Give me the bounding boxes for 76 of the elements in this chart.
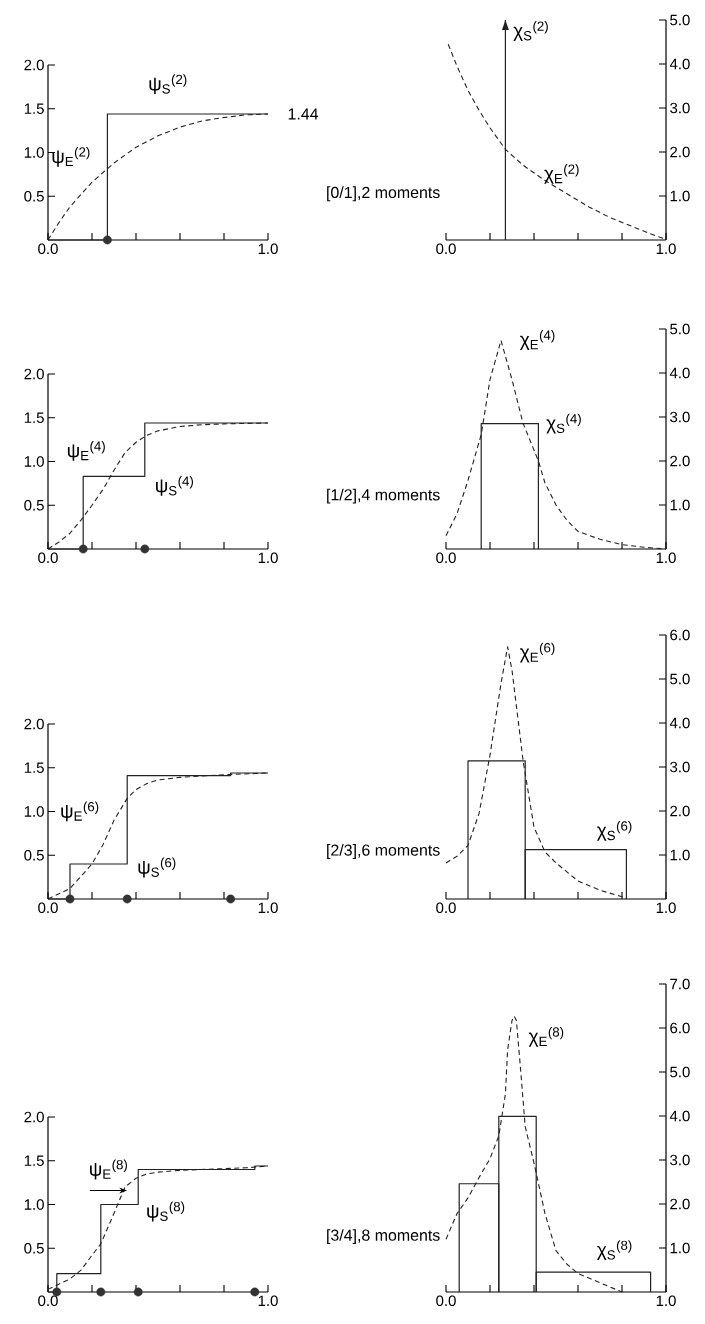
y-tick-label: 1.0 (670, 499, 690, 511)
x-tick-label: 1.0 (656, 902, 676, 914)
y-tick-label: 4.0 (669, 58, 690, 70)
y-tick-label: 2.0 (670, 146, 690, 158)
series-label: χ$_{E}$(2) (544, 164, 579, 184)
y-tick-label: 1.5 (24, 1155, 44, 1166)
series-label: ψ$_{S}$(6) (138, 857, 176, 878)
ref-line-label: χ$_{S}$(2) (513, 21, 548, 41)
y-tick-label: 0.5 (24, 190, 44, 202)
y-tick-label: 2.0 (24, 59, 44, 71)
x-tick-label: 0.0 (38, 552, 58, 564)
y-tick-label: 1.0 (670, 1242, 690, 1254)
y-tick-label: 3.0 (670, 411, 690, 423)
x-tick-label: 0.0 (38, 1295, 58, 1307)
text: [1/2],4 moments (327, 488, 440, 504)
x-tick-label: 1.0 (258, 1295, 278, 1307)
x-tick-label: 1.0 (258, 902, 278, 914)
series-label: ψ$_{E}$(6) (61, 801, 99, 822)
y-tick-label: 3.0 (670, 1154, 690, 1166)
y-tick-label: 1.5 (24, 412, 44, 423)
x-tick-label: 1.0 (656, 243, 676, 255)
y-tick-label: 4.0 (669, 717, 690, 729)
text: [2/3],6 moments (327, 844, 440, 859)
y-tick-label: 1.0 (670, 849, 690, 861)
y-tick-label: 4.0 (669, 367, 690, 379)
y-tick-label: 1.0 (24, 456, 44, 467)
y-tick-label: 0.5 (24, 849, 44, 861)
series-label: χ$_{S}$(4) (546, 413, 581, 434)
series-label: ψ$_{S}$(2) (149, 74, 187, 95)
series-label: χ$_{E}$(6) (519, 642, 555, 663)
x-tick-label: 0.0 (38, 902, 58, 914)
series-label: ψ$_{E}$(8) (90, 1159, 127, 1180)
y-tick-label: 1.5 (24, 762, 44, 773)
x-tick-label: 0.0 (436, 552, 456, 564)
series-label: ψ$_{E}$(2) (52, 146, 90, 167)
text: [0/1],2 moments (327, 186, 440, 202)
y-tick-label: 2.0 (24, 718, 44, 730)
y-tick-label: 5.0 (670, 1066, 690, 1078)
y-tick-label: 1.5 (24, 103, 44, 114)
series-label: χ$_{E}$(4) (519, 330, 555, 350)
y-tick-label: 6.0 (670, 629, 690, 641)
y-tick-label: 4.0 (669, 1110, 690, 1122)
y-tick-label: 1.0 (670, 190, 690, 202)
y-tick-label: 3.0 (670, 761, 690, 773)
series-label: ψ$_{S}$(4) (156, 476, 193, 496)
y-tick-label: 1.0 (24, 147, 44, 158)
y-tick-label: 3.0 (670, 102, 690, 114)
x-tick-label: 1.0 (656, 1295, 676, 1307)
y-tick-label: 6.0 (670, 1022, 690, 1034)
y-tick-label: 2.0 (670, 805, 690, 817)
x-tick-label: 0.0 (436, 1295, 456, 1307)
annotation: 1.44 (288, 108, 319, 120)
x-tick-label: 0.0 (436, 243, 456, 255)
y-tick-label: 2.0 (24, 368, 44, 380)
text: [3/4],8 moments (327, 1229, 440, 1244)
series-label: ψ$_{S}$(8) (147, 1201, 185, 1222)
x-tick-label: 1.0 (258, 243, 278, 255)
x-tick-label: 0.0 (436, 902, 456, 914)
y-tick-label: 2.0 (670, 1198, 690, 1210)
y-tick-label: 1.0 (24, 1199, 44, 1210)
y-tick-label: 5.0 (670, 14, 690, 26)
series-label: χ$_{E}$(8) (528, 1026, 564, 1047)
y-tick-label: 1.0 (24, 806, 44, 817)
x-tick-label: 1.0 (258, 552, 278, 564)
x-tick-label: 1.0 (656, 552, 676, 564)
series-label: ψ$_{E}$(4) (67, 441, 105, 461)
y-tick-label: 2.0 (670, 455, 690, 467)
series-label: χ$_{S}$(6) (596, 820, 632, 841)
y-tick-label: 0.5 (24, 1242, 44, 1254)
x-tick-label: 0.0 (38, 243, 58, 255)
y-tick-label: 5.0 (670, 323, 690, 335)
y-tick-label: 7.0 (670, 978, 690, 990)
y-tick-label: 0.5 (24, 499, 44, 511)
y-tick-label: 5.0 (670, 673, 690, 685)
series-label: χ$_{S}$(8) (596, 1240, 632, 1261)
y-tick-label: 2.0 (24, 1111, 44, 1123)
